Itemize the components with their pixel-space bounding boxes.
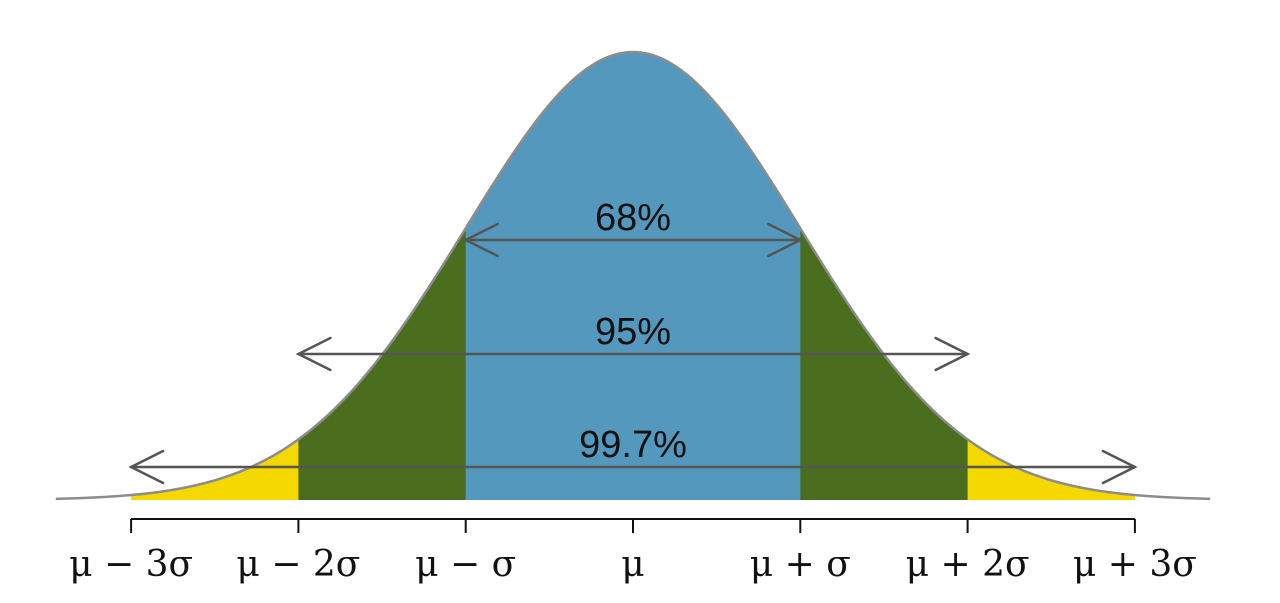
x-axis: μ − 3σ μ − 2σ μ − σ μ μ + σ μ + 2σ μ + 3σ	[69, 518, 1197, 585]
label-95-percent: 95%	[595, 311, 671, 353]
region-68-percent	[465, 52, 801, 500]
x-tick-label: μ − σ	[415, 544, 516, 585]
x-tick-label: μ	[621, 544, 644, 585]
arrow-68-percent	[462, 222, 804, 258]
x-tick-label: μ − 2σ	[236, 544, 360, 585]
shaded-regions	[131, 52, 1135, 500]
label-68-percent: 68%	[595, 197, 671, 239]
x-tick-label: μ + σ	[750, 544, 851, 585]
range-arrows: 68% 95% 99.7%	[128, 197, 1138, 485]
x-tick-label: μ + 2σ	[906, 544, 1030, 585]
arrow-95-percent	[295, 336, 971, 372]
label-99-7-percent: 99.7%	[579, 424, 687, 466]
arrow-99-7-percent	[128, 449, 1138, 485]
x-tick-label: μ + 3σ	[1073, 544, 1197, 585]
x-tick-label: μ − 3σ	[69, 544, 193, 585]
